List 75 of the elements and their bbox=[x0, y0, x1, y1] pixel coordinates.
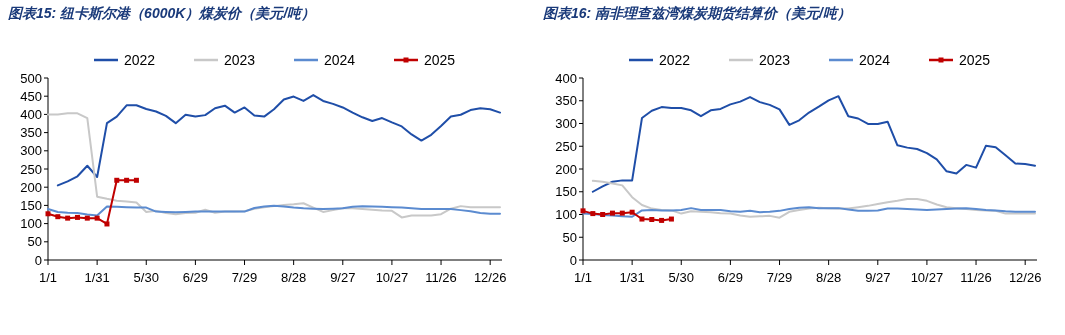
x-tick-label: 11/26 bbox=[960, 270, 992, 285]
x-tick-label: 7/29 bbox=[766, 270, 793, 285]
line-series bbox=[582, 206, 1036, 218]
point bbox=[104, 221, 110, 227]
y-tick-label: 200 bbox=[20, 179, 42, 195]
y-tick-label: 400 bbox=[555, 70, 577, 86]
x-tick-label: 12/26 bbox=[1008, 270, 1042, 285]
line-series bbox=[56, 94, 501, 187]
x-tick-label: 6/29 bbox=[717, 270, 744, 285]
legend-label: 2025 bbox=[959, 52, 991, 68]
y-tick-label: 150 bbox=[20, 197, 42, 213]
point bbox=[639, 216, 645, 222]
y-tick-label: 300 bbox=[555, 116, 577, 131]
y-tick-label: 450 bbox=[20, 88, 42, 104]
chart-title: 图表15: 纽卡斯尔港（6000K）煤炭价（美元/吨） bbox=[8, 5, 316, 21]
y-tick-label: 250 bbox=[555, 138, 577, 154]
x-tick-label: 10/27 bbox=[910, 270, 944, 285]
y-tick-label: 350 bbox=[20, 125, 42, 141]
point bbox=[65, 215, 71, 221]
x-tick-label: 1/31 bbox=[84, 270, 110, 285]
y-tick-label: 200 bbox=[555, 161, 577, 177]
point bbox=[94, 215, 100, 221]
x-tick-label: 10/27 bbox=[375, 270, 409, 285]
x-tick-label: 1/31 bbox=[619, 270, 645, 285]
y-tick-label: 50 bbox=[27, 234, 42, 250]
y-tick-label: 100 bbox=[555, 207, 577, 222]
legend-label: 2022 bbox=[659, 52, 691, 68]
point bbox=[629, 209, 635, 215]
x-tick-label: 9/27 bbox=[865, 270, 891, 285]
line-series bbox=[591, 95, 1036, 193]
point bbox=[668, 216, 674, 222]
line-series bbox=[47, 112, 501, 219]
point bbox=[649, 217, 655, 223]
point bbox=[45, 211, 51, 217]
y-tick-label: 50 bbox=[562, 229, 577, 245]
y-tick-label: 300 bbox=[20, 143, 42, 159]
point bbox=[124, 177, 130, 183]
legend-label: 2022 bbox=[124, 52, 156, 68]
y-tick-label: 400 bbox=[20, 106, 42, 122]
y-tick-label: 150 bbox=[555, 184, 577, 200]
point bbox=[55, 214, 61, 220]
legend-label: 2024 bbox=[324, 52, 356, 68]
y-tick-label: 500 bbox=[20, 70, 42, 86]
point bbox=[619, 210, 625, 216]
x-tick-label: 12/26 bbox=[473, 270, 507, 285]
x-tick-label: 7/29 bbox=[231, 270, 258, 285]
x-tick-label: 1/1 bbox=[573, 270, 593, 285]
x-tick-label: 11/26 bbox=[425, 270, 457, 285]
y-tick-label: 250 bbox=[20, 161, 42, 177]
point bbox=[609, 210, 615, 216]
point bbox=[580, 208, 586, 214]
x-tick-label: 8/28 bbox=[816, 270, 842, 285]
y-tick-label: 0 bbox=[569, 252, 577, 268]
legend-label: 2023 bbox=[759, 52, 791, 68]
point bbox=[133, 177, 139, 183]
point bbox=[590, 211, 596, 217]
y-tick-label: 100 bbox=[20, 216, 42, 232]
y-tick-label: 0 bbox=[34, 252, 42, 268]
legend-label: 2024 bbox=[859, 52, 891, 68]
chart-title: 图表16: 南非理查兹湾煤炭期货结算价（美元/吨） bbox=[543, 5, 852, 21]
point bbox=[659, 217, 665, 223]
point bbox=[74, 214, 80, 220]
x-tick-label: 5/30 bbox=[668, 270, 694, 285]
point bbox=[114, 177, 120, 183]
legend-label: 2023 bbox=[224, 52, 256, 68]
x-tick-label: 8/28 bbox=[281, 270, 307, 285]
point bbox=[84, 215, 90, 221]
x-tick-label: 5/30 bbox=[133, 270, 159, 285]
legend-label: 2025 bbox=[424, 52, 456, 68]
x-tick-label: 6/29 bbox=[182, 270, 209, 285]
line-series bbox=[591, 179, 1036, 219]
x-tick-label: 1/1 bbox=[38, 270, 58, 285]
point bbox=[600, 212, 606, 217]
x-tick-label: 9/27 bbox=[330, 270, 356, 285]
y-tick-label: 350 bbox=[555, 93, 577, 109]
